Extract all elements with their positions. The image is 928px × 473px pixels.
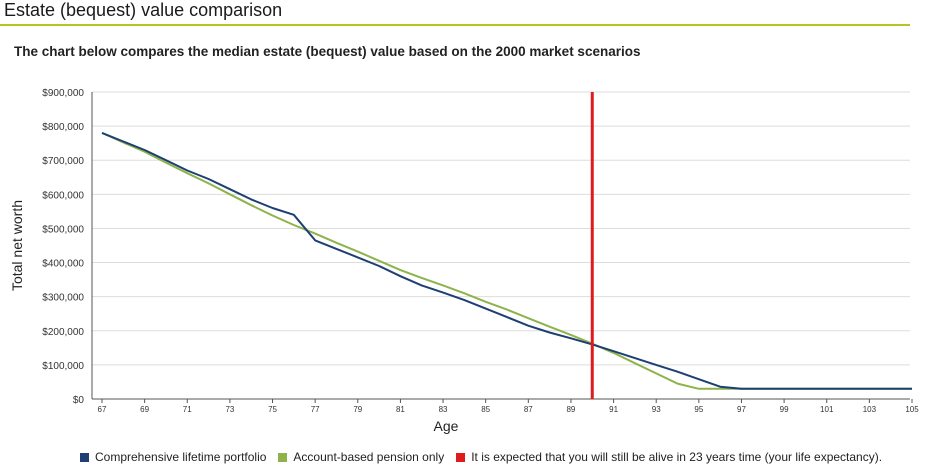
legend-item-account-based[interactable]: Account-based pension only [278, 450, 444, 464]
series-line-account-based [101, 131, 912, 390]
legend-label: It is expected that you will still be al… [471, 450, 883, 464]
legend-swatch-red [456, 452, 466, 462]
y-tick-label: $200,000 [42, 327, 84, 338]
x-tick-label: 89 [566, 405, 575, 414]
chart-subtitle: The chart below compares the median esta… [14, 44, 641, 59]
y-tick-label: $800,000 [42, 122, 84, 133]
legend-item-comprehensive[interactable]: Comprehensive lifetime portfolio [80, 450, 266, 464]
x-tick-label: 71 [183, 405, 192, 414]
estate-value-chart: $0 $100,000 $200,000 $300,000 $400,000 $500,0… [9, 88, 919, 434]
x-tick-label: 99 [780, 405, 789, 414]
x-tick-label: 77 [311, 405, 320, 414]
y-tick-label: $600,000 [42, 190, 84, 201]
x-tick-label: 67 [98, 405, 107, 414]
legend-swatch-green [278, 452, 288, 462]
x-tick-label: 69 [140, 405, 149, 414]
x-tick-label: 95 [694, 405, 703, 414]
x-tick-label: 103 [863, 405, 877, 414]
page-title: Estate (bequest) value comparison [4, 0, 283, 20]
y-tick-label: $900,000 [42, 88, 84, 99]
series-line-comprehensive [101, 131, 912, 390]
legend-label: Comprehensive lifetime portfolio [95, 450, 267, 464]
legend-label: Account-based pension only [293, 450, 445, 464]
y-axis-label: Total net worth [9, 200, 25, 291]
x-tick-label: 83 [439, 405, 448, 414]
x-axis-label: Age [434, 418, 459, 434]
y-tick-label: $400,000 [42, 259, 84, 270]
x-tick-label: 91 [609, 405, 618, 414]
x-tick-label: 79 [353, 405, 362, 414]
y-tick-label: $0 [73, 395, 85, 406]
y-tick-label: $300,000 [42, 293, 84, 304]
x-tick-label: 75 [268, 405, 277, 414]
x-tick-label: 105 [905, 405, 919, 414]
y-tick-label: $700,000 [42, 156, 84, 167]
x-tick-label: 81 [396, 405, 405, 414]
legend-item-life-expectancy[interactable]: It is expected that you will still be al… [456, 450, 882, 464]
x-tick-label: 93 [652, 405, 661, 414]
y-tick-label: $100,000 [42, 361, 84, 372]
x-tick-label: 97 [737, 405, 746, 414]
y-tick-label: $500,000 [42, 224, 84, 235]
x-tick-label: 73 [225, 405, 234, 414]
x-tick-label: 87 [524, 405, 533, 414]
chart-legend: Comprehensive lifetime portfolio Account… [80, 450, 888, 464]
legend-swatch-blue [80, 452, 89, 462]
title-divider [0, 24, 910, 26]
x-tick-label: 85 [481, 405, 490, 414]
x-tick-label: 101 [820, 405, 834, 414]
